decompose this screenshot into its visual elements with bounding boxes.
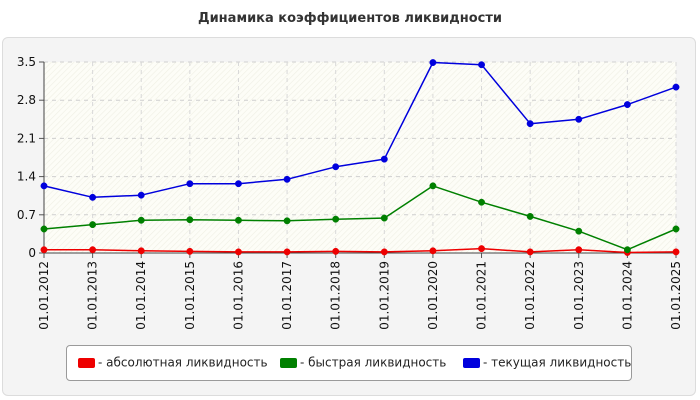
series-1-point xyxy=(89,221,97,229)
series-line-2 xyxy=(43,61,677,199)
x-tick-label: 01.01.2021 xyxy=(475,261,489,330)
series-2-point xyxy=(89,193,97,201)
series-0-point xyxy=(672,248,680,256)
y-tick-label: 1.4 xyxy=(17,170,36,184)
series-1-point xyxy=(478,198,485,206)
x-tick-label: 01.01.2020 xyxy=(426,261,440,330)
series-1-point xyxy=(672,225,680,233)
series-1-point xyxy=(575,227,583,235)
y-tick-label: 3.5 xyxy=(17,55,36,69)
x-tick-label: 01.01.2024 xyxy=(620,261,634,330)
x-tick-label: 01.01.2025 xyxy=(669,261,683,330)
series-2-point xyxy=(429,59,437,66)
series-0-point xyxy=(40,246,48,254)
legend-swatch-current xyxy=(463,357,480,368)
x-tick-label: 01.01.2013 xyxy=(86,261,100,330)
series-0-point xyxy=(332,247,340,255)
series-2-point xyxy=(137,191,145,199)
series-1-point xyxy=(332,215,340,223)
series-2-point xyxy=(380,155,388,163)
x-tick-label: 01.01.2018 xyxy=(329,261,343,330)
series-1-point xyxy=(526,212,534,220)
series-1-point xyxy=(235,216,242,224)
y-tick-label: 0 xyxy=(28,246,36,260)
x-tick-label: 01.01.2022 xyxy=(523,261,537,330)
series-line-1 xyxy=(43,185,677,251)
series-1-point xyxy=(186,216,194,224)
legend-item-absolute: - абсолютная ликвидность xyxy=(78,355,268,371)
series-2-point xyxy=(332,163,340,171)
series-2-point xyxy=(186,180,194,188)
legend-label-absolute: - абсолютная ликвидность xyxy=(98,355,268,370)
chart-title: Динамика коэффициентов ликвидности xyxy=(198,11,502,26)
series-2-point xyxy=(623,101,631,109)
plot-area xyxy=(44,62,676,253)
series-0-point xyxy=(478,245,485,253)
series-0-point xyxy=(283,248,291,256)
x-tick-label: 01.01.2023 xyxy=(572,261,586,330)
legend-swatch-absolute xyxy=(78,357,95,368)
series-2-point xyxy=(575,115,583,123)
chart-legend: - абсолютная ликвидность - быстрая ликви… xyxy=(66,345,632,381)
series-0-point xyxy=(186,247,194,255)
series-1-point xyxy=(40,225,48,233)
series-2-point xyxy=(478,61,485,69)
legend-item-quick: - быстрая ликвидность xyxy=(280,355,446,371)
y-tick-label: 2.1 xyxy=(17,131,36,145)
y-tick-label: 0.7 xyxy=(17,208,36,222)
legend-label-current: - текущая ликвидность xyxy=(483,355,632,370)
legend-swatch-quick xyxy=(280,357,297,368)
series-0-point xyxy=(575,246,583,254)
x-tick-label: 01.01.2012 xyxy=(37,261,51,330)
series-1-point xyxy=(429,182,437,190)
series-2-point xyxy=(235,180,242,188)
series-2-point xyxy=(283,175,291,183)
series-0-point xyxy=(137,247,145,255)
x-tick-label: 01.01.2016 xyxy=(231,261,245,330)
series-1-point xyxy=(283,217,291,225)
y-tick-label: 2.8 xyxy=(17,93,36,107)
series-1-point xyxy=(380,214,388,222)
x-tick-label: 01.01.2014 xyxy=(134,261,148,330)
series-2-point xyxy=(40,182,48,190)
series-1-point xyxy=(623,246,631,254)
series-line-0 xyxy=(44,247,677,254)
series-0-point xyxy=(429,247,437,255)
legend-item-current: - текущая ликвидность xyxy=(463,355,631,371)
series-2-point xyxy=(526,120,534,128)
x-tick-label: 01.01.2017 xyxy=(280,261,294,330)
legend-label-quick: - быстрая ликвидность xyxy=(300,355,447,370)
series-0-point xyxy=(235,248,242,256)
series-0-point xyxy=(380,248,388,256)
series-0-point xyxy=(89,246,97,254)
series-0-point xyxy=(526,248,534,256)
series-2-point xyxy=(672,83,680,91)
x-tick-label: 01.01.2019 xyxy=(377,261,391,330)
x-tick-label: 01.01.2015 xyxy=(183,261,197,330)
series-1-point xyxy=(137,216,145,224)
